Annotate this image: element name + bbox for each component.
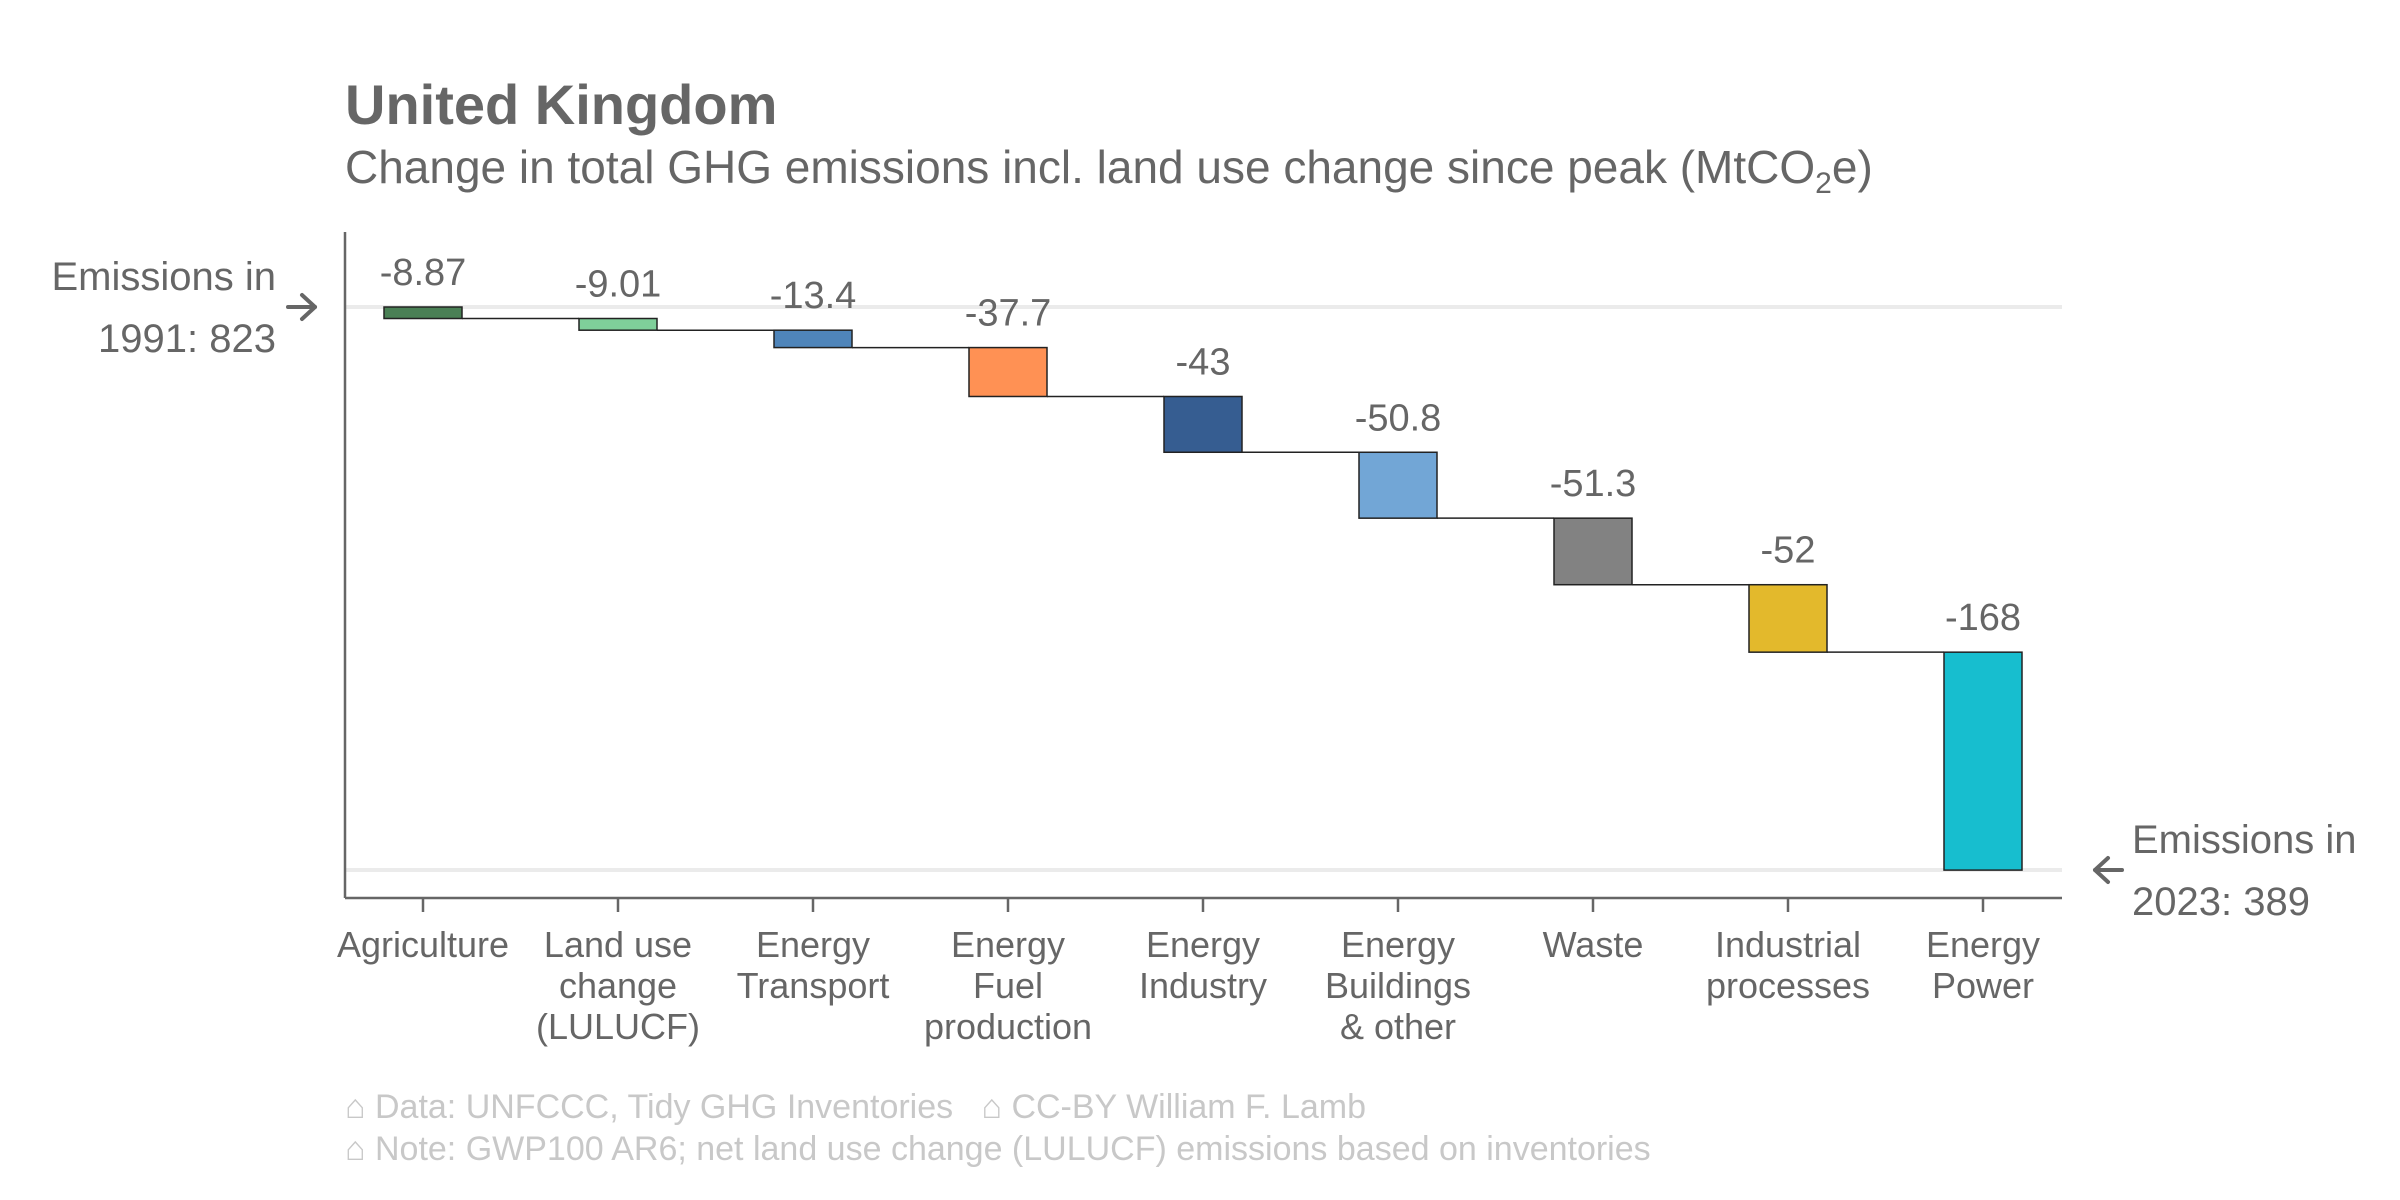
category-label: Fuel [973, 965, 1043, 1006]
waterfall-bar [773, 329, 853, 349]
waterfall-bar [1358, 451, 1438, 519]
subtitle-main: Change in total GHG emissions incl. land… [345, 141, 1816, 193]
category-label: Industrial [1715, 924, 1861, 965]
category-label: Land use [544, 924, 692, 965]
category-label: Energy [1146, 924, 1260, 965]
chart-title: United Kingdom [345, 73, 778, 136]
category-label: Power [1932, 965, 2034, 1006]
value-label: -51.3 [1550, 463, 1637, 505]
subtitle-subscript: 2 [1815, 167, 1832, 201]
category-label: (LULUCF) [536, 1006, 700, 1047]
end-label-line2: 2023: 389 [2132, 880, 2310, 924]
category-label: Energy [1926, 924, 2040, 965]
category-label: Energy [951, 924, 1065, 965]
category-label: processes [1706, 965, 1870, 1006]
end-label-line1: Emissions in [2132, 818, 2357, 862]
value-label: -37.7 [965, 293, 1052, 335]
value-label: -52 [1761, 530, 1816, 572]
chart-subtitle: Change in total GHG emissions incl. land… [345, 140, 1873, 201]
value-label: -168 [1945, 597, 2021, 639]
start-label-line2: 1991: 823 [98, 317, 276, 361]
category-label: Industry [1139, 965, 1267, 1006]
start-label-line1: Emissions in [51, 255, 276, 299]
waterfall-bar [383, 306, 463, 320]
category-label: Buildings [1325, 965, 1471, 1006]
waterfall-bar [1553, 517, 1633, 586]
waterfall-bar [1163, 395, 1243, 454]
end-arrow-icon [2093, 856, 2124, 884]
waterfall-bar [578, 317, 658, 331]
category-label: production [924, 1006, 1092, 1047]
waterfall-bar [1943, 651, 2023, 871]
value-label: -50.8 [1355, 397, 1442, 439]
category-label: Transport [737, 965, 890, 1006]
category-label: Waste [1543, 924, 1644, 965]
value-label: -9.01 [575, 264, 662, 306]
source-note: ⌂ Data: UNFCCC, Tidy GHG Inventories ⌂ C… [345, 1088, 1366, 1126]
value-label: -8.87 [380, 252, 467, 294]
value-label: -43 [1176, 341, 1231, 383]
category-label: change [559, 965, 677, 1006]
category-label: Agriculture [337, 924, 509, 965]
value-label: -13.4 [770, 275, 857, 317]
category-label: Energy [756, 924, 870, 965]
method-note: ⌂ Note: GWP100 AR6; net land use change … [345, 1130, 1651, 1168]
category-label: Energy [1341, 924, 1455, 965]
waterfall-bar [1748, 583, 1828, 653]
category-label: & other [1340, 1006, 1456, 1047]
subtitle-end: e) [1831, 141, 1873, 193]
start-arrow-icon [286, 293, 317, 321]
waterfall-bar [968, 346, 1048, 398]
